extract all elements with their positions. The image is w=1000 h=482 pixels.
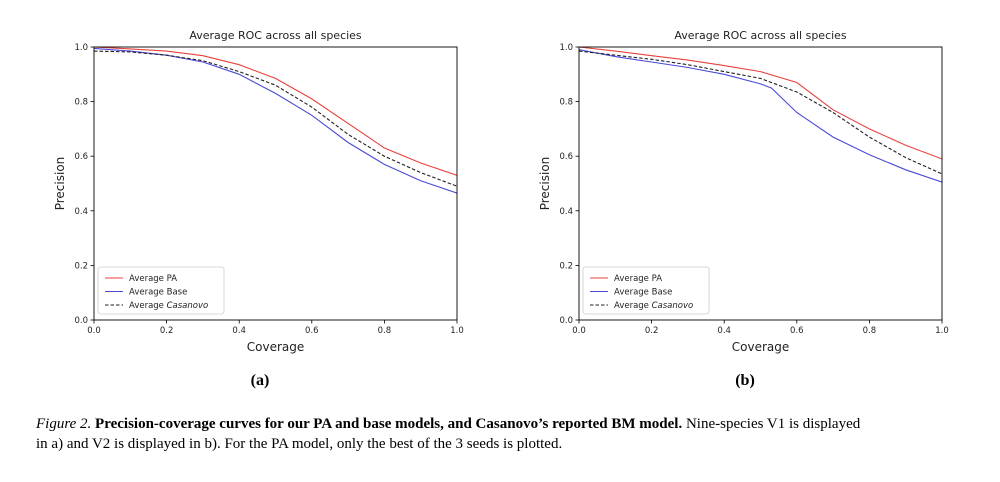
chart-a-y-tick-label-1: 0.2 (74, 261, 88, 271)
chart-a-x-tick-label-1: 0.2 (160, 326, 174, 336)
caption-rest-line2: in a) and V2 is displayed in b). For the… (36, 436, 563, 452)
chart-a-x-tick-label-3: 0.6 (305, 326, 319, 336)
chart-svg-b: Average ROC across all species 0.0 0.2 0.4 0… (538, 29, 949, 354)
chart-b-y-tick-label-3: 0.6 (559, 152, 573, 162)
chart-b-series-line-1 (579, 47, 942, 160)
chart-a-y-tick-label-0: 0.0 (74, 316, 88, 326)
chart-b-y-tick-label-2: 0.4 (559, 207, 573, 217)
chart-b-y-tick-label-4: 0.8 (559, 98, 573, 108)
chart-b-legend (582, 266, 710, 315)
chart-a-legend (97, 266, 225, 315)
chart-a-y-tick-label-4: 0.8 (74, 98, 88, 108)
chart-a-legend-entry-2: Average Base (129, 288, 187, 298)
chart-b-y-tick-label-0: 0.0 (559, 316, 573, 326)
chart-a-y-tick-label-2: 0.4 (74, 207, 88, 217)
caption-bold: Precision-coverage curves for our PA and… (95, 416, 683, 432)
figure-caption: Figure 2. Precision-coverage curves for … (36, 414, 986, 454)
chart-panel-a: Average ROC across all species 0.0 0.2 0.4 0… (0, 0, 500, 400)
chart-panel-b: Average ROC across all species 0.0 0.2 0.4 0… (485, 0, 985, 400)
chart-b-series-line-3 (579, 50, 942, 175)
chart-a-legend-entry-3: Average Casanovo (129, 301, 208, 311)
chart-a-series-line-3 (94, 50, 457, 187)
chart-b-x-tick-label-0: 0.0 (572, 326, 586, 336)
chart-a-series-line-1 (94, 47, 457, 176)
chart-a-y-tick-label-3: 0.6 (74, 152, 88, 162)
chart-a-y-tick-label-5: 1.0 (74, 43, 88, 53)
caption-rest-line1: Nine-species V1 is displayed (685, 416, 861, 432)
chart-b-x-axis-label: Coverage (732, 340, 790, 354)
chart-a-legend-entry-1: Average PA (129, 274, 177, 284)
chart-b-x-tick-label-4: 0.8 (863, 326, 877, 336)
chart-b-y-axis-label: Precision (538, 157, 552, 211)
chart-a-y-axis-label: Precision (53, 157, 67, 211)
chart-b-x-tick-label-1: 0.2 (645, 326, 659, 336)
chart-a-x-tick-label-2: 0.4 (232, 326, 246, 336)
chart-a-series-line-2 (94, 47, 457, 194)
chart-b-series-line-2 (579, 49, 942, 183)
chart-a-title: Average ROC across all species (189, 29, 362, 42)
subfigure-label-b: (b) (735, 372, 755, 389)
chart-b-legend-entry-2: Average Base (614, 288, 672, 298)
chart-b-y-tick-label-1: 0.2 (559, 261, 573, 271)
chart-b-y-tick-label-5: 1.0 (559, 43, 573, 53)
chart-a-x-tick-label-0: 0.0 (87, 326, 101, 336)
subfigure-label-a: (a) (250, 372, 270, 389)
chart-b-x-tick-label-2: 0.4 (717, 326, 731, 336)
chart-b-legend-entry-3: Average Casanovo (614, 301, 693, 311)
chart-b-x-tick-label-5: 1.0 (935, 326, 949, 336)
chart-a-x-axis-label: Coverage (247, 340, 305, 354)
caption-prefix: Figure 2. (36, 416, 92, 432)
chart-b-legend-entry-1: Average PA (614, 274, 662, 284)
chart-svg-a: Average ROC across all species 0.0 0.2 0.4 0… (53, 29, 464, 354)
chart-b-plot-frame (578, 46, 943, 321)
chart-b-x-tick-label-3: 0.6 (790, 326, 804, 336)
chart-b-title: Average ROC across all species (674, 29, 847, 42)
chart-a-plot-frame (93, 46, 458, 321)
chart-a-x-tick-label-4: 0.8 (378, 326, 392, 336)
chart-a-x-tick-label-5: 1.0 (450, 326, 464, 336)
